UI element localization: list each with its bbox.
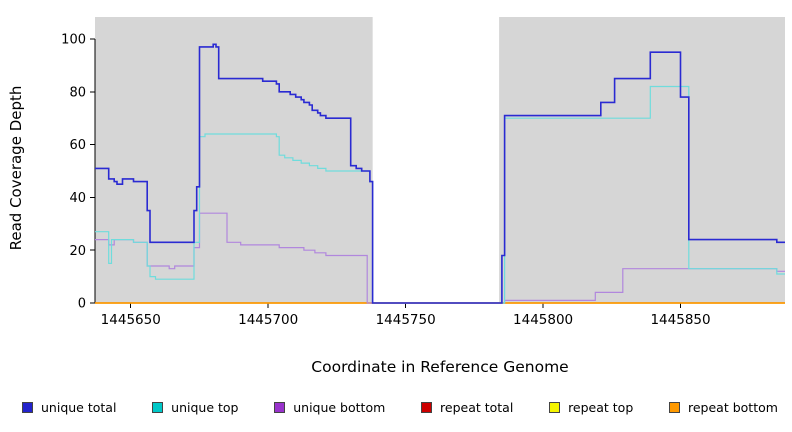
legend-label: unique top	[171, 400, 239, 415]
legend-entry-unique-top: unique top	[152, 400, 238, 415]
legend-entry-repeat-bottom: repeat bottom	[669, 400, 778, 415]
svg-text:1445750: 1445750	[376, 312, 436, 328]
legend-label: repeat bottom	[688, 400, 778, 415]
legend-entry-unique-bottom: unique bottom	[274, 400, 385, 415]
svg-text:60: 60	[69, 138, 86, 153]
legend-entry-repeat-total: repeat total	[421, 400, 513, 415]
legend-label: repeat total	[440, 400, 514, 415]
unique-top-swatch-icon	[152, 402, 164, 413]
repeat-bottom-swatch-icon	[669, 402, 680, 413]
legend-entry-unique-total: unique total	[22, 400, 116, 415]
svg-text:1445650: 1445650	[101, 312, 161, 328]
svg-text:1445850: 1445850	[650, 312, 710, 328]
chart-legend: unique total unique top unique bottom re…	[22, 400, 778, 415]
legend-label: unique total	[41, 400, 117, 415]
legend-label: unique bottom	[293, 400, 386, 415]
repeat-top-swatch-icon	[549, 402, 561, 413]
svg-text:40: 40	[69, 191, 86, 206]
unique-total-swatch-icon	[22, 402, 33, 413]
repeat-total-swatch-icon	[421, 402, 433, 413]
svg-text:80: 80	[69, 85, 86, 100]
coverage-chart-plot-area: 0 20 40 60 80 100 1445650 1445700 1445750 1445800…	[61, 17, 785, 328]
svg-text:0: 0	[78, 297, 86, 312]
svg-text:1445800: 1445800	[513, 312, 573, 328]
legend-entry-repeat-top: repeat top	[549, 400, 633, 415]
svg-text:100: 100	[61, 33, 86, 48]
unique-bottom-swatch-icon	[274, 402, 286, 413]
svg-text:20: 20	[69, 244, 86, 259]
legend-label: repeat top	[568, 400, 634, 415]
x-axis-title: Coordinate in Reference Genome	[311, 358, 569, 376]
svg-text:1445700: 1445700	[238, 312, 298, 328]
